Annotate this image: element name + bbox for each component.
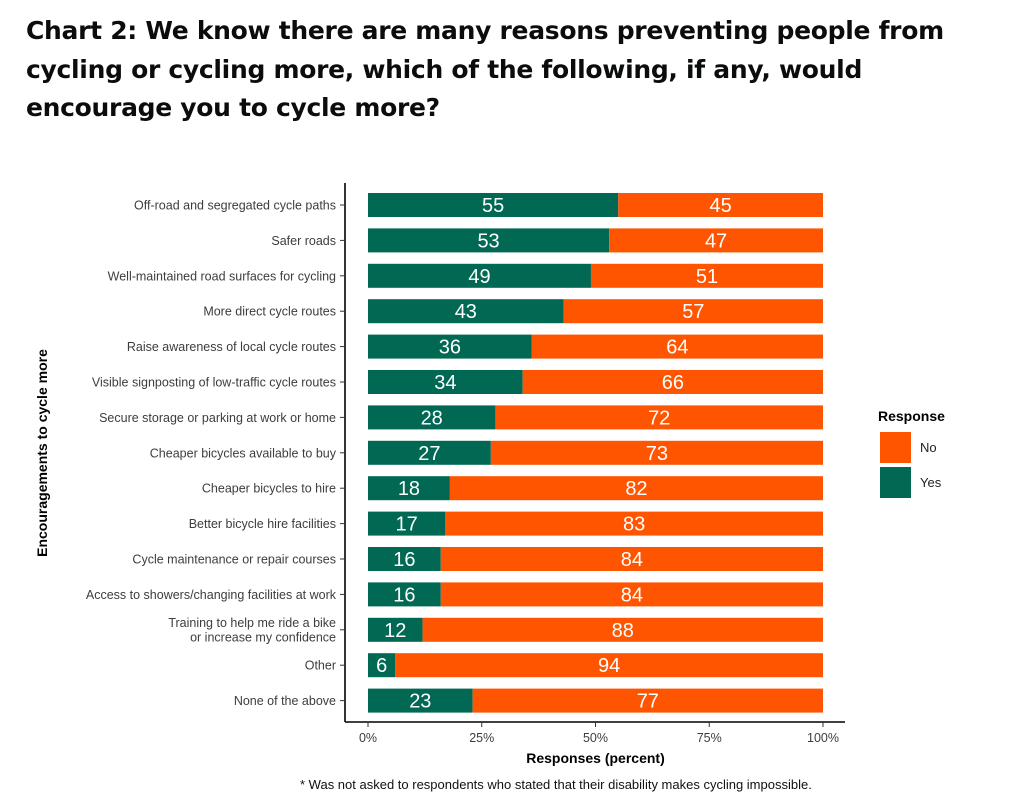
y-tick-label: Well-maintained road surfaces for cyclin… bbox=[108, 269, 336, 283]
data-label-yes: 27 bbox=[418, 443, 440, 465]
data-label-no: 83 bbox=[623, 514, 645, 536]
bar-no bbox=[472, 688, 823, 713]
bar-yes bbox=[368, 193, 619, 217]
data-label-yes: 43 bbox=[455, 301, 477, 323]
data-label-no: 51 bbox=[696, 266, 718, 288]
bar-yes bbox=[368, 263, 591, 288]
bar-no bbox=[395, 653, 823, 678]
data-label-no: 84 bbox=[621, 584, 643, 606]
data-label-yes: 16 bbox=[393, 549, 415, 571]
bar-yes bbox=[368, 299, 564, 324]
bar-no bbox=[449, 476, 823, 501]
data-label-yes: 18 bbox=[398, 478, 420, 500]
data-label-yes: 16 bbox=[393, 584, 415, 606]
bar-no bbox=[440, 547, 823, 571]
bar-yes bbox=[368, 653, 396, 678]
y-tick-label: Cycle maintenance or repair courses bbox=[132, 553, 336, 567]
y-tick-label: Secure storage or parking at work or hom… bbox=[99, 411, 336, 425]
x-tick-label: 0% bbox=[359, 731, 377, 745]
y-tick-label: Better bicycle hire facilities bbox=[189, 517, 336, 531]
x-tick-label: 100% bbox=[807, 731, 839, 745]
x-tick-label: 75% bbox=[697, 731, 722, 745]
y-tick-label: or increase my confidence bbox=[190, 631, 336, 645]
data-label-no: 66 bbox=[662, 372, 684, 394]
bar-no bbox=[590, 263, 823, 288]
y-axis-title: Encouragements to cycle more bbox=[34, 349, 50, 557]
data-label-no: 47 bbox=[705, 230, 727, 252]
bar-yes bbox=[368, 370, 523, 394]
bar-no bbox=[445, 511, 823, 536]
data-label-no: 94 bbox=[598, 655, 620, 677]
data-label-no: 82 bbox=[625, 478, 647, 500]
y-tick-label: Cheaper bicycles to hire bbox=[202, 482, 336, 496]
y-tick-label: Cheaper bicycles available to buy bbox=[150, 446, 337, 460]
bar-yes bbox=[368, 547, 441, 571]
y-tick-label: Training to help me ride a bike bbox=[168, 616, 336, 630]
data-label-yes: 12 bbox=[384, 620, 406, 642]
data-label-no: 84 bbox=[621, 549, 643, 571]
legend-label-yes: Yes bbox=[920, 475, 942, 490]
data-label-yes: 49 bbox=[468, 266, 490, 288]
bar-no bbox=[609, 228, 823, 253]
bar-yes bbox=[368, 405, 496, 430]
legend-swatch-yes bbox=[880, 467, 911, 498]
y-tick-label: Safer roads bbox=[271, 234, 336, 248]
bar-yes bbox=[368, 511, 446, 536]
legend-label-no: No bbox=[920, 440, 937, 455]
data-label-no: 45 bbox=[710, 195, 732, 217]
y-tick-label: Visible signposting of low-traffic cycle… bbox=[92, 376, 336, 390]
data-label-no: 64 bbox=[666, 337, 688, 359]
x-axis-title: Responses (percent) bbox=[526, 750, 664, 766]
data-label-yes: 53 bbox=[477, 230, 499, 252]
legend-swatch-no bbox=[880, 432, 911, 463]
bar-no bbox=[495, 405, 823, 430]
data-label-yes: 23 bbox=[409, 691, 431, 713]
bar-yes bbox=[368, 476, 450, 501]
x-tick-label: 25% bbox=[469, 731, 494, 745]
bar-no bbox=[522, 370, 823, 394]
y-tick-label: Raise awareness of local cycle routes bbox=[127, 340, 336, 354]
bar-yes bbox=[368, 334, 532, 359]
data-label-yes: 28 bbox=[421, 407, 443, 429]
legend-title: Response bbox=[878, 408, 945, 424]
data-label-no: 72 bbox=[648, 407, 670, 429]
y-tick-label: Access to showers/changing facilities at… bbox=[86, 588, 337, 602]
footnote: * Was not asked to respondents who state… bbox=[300, 777, 812, 792]
bar-yes bbox=[368, 228, 610, 253]
bar-no bbox=[563, 299, 823, 324]
bar-no bbox=[422, 617, 823, 642]
data-label-yes: 36 bbox=[439, 337, 461, 359]
data-label-no: 88 bbox=[612, 620, 634, 642]
x-tick-label: 50% bbox=[583, 731, 608, 745]
bar-no bbox=[618, 193, 823, 217]
data-label-yes: 6 bbox=[376, 655, 387, 677]
bar-no bbox=[531, 334, 823, 359]
page-title: Chart 2: We know there are many reasons … bbox=[26, 16, 944, 122]
data-label-no: 73 bbox=[646, 443, 668, 465]
data-label-no: 77 bbox=[637, 691, 659, 713]
bar-yes bbox=[368, 617, 423, 642]
y-tick-label: More direct cycle routes bbox=[203, 305, 336, 319]
data-label-yes: 34 bbox=[434, 372, 456, 394]
data-label-no: 57 bbox=[682, 301, 704, 323]
y-tick-label: Off-road and segregated cycle paths bbox=[134, 199, 336, 213]
y-tick-label: Other bbox=[305, 659, 336, 673]
bar-no bbox=[490, 440, 823, 465]
bar-yes bbox=[368, 688, 473, 713]
y-tick-label: None of the above bbox=[234, 694, 336, 708]
bar-yes bbox=[368, 440, 491, 465]
data-label-yes: 17 bbox=[396, 514, 418, 536]
bar-yes bbox=[368, 582, 441, 607]
bar-no bbox=[440, 582, 823, 607]
data-label-yes: 55 bbox=[482, 195, 504, 217]
